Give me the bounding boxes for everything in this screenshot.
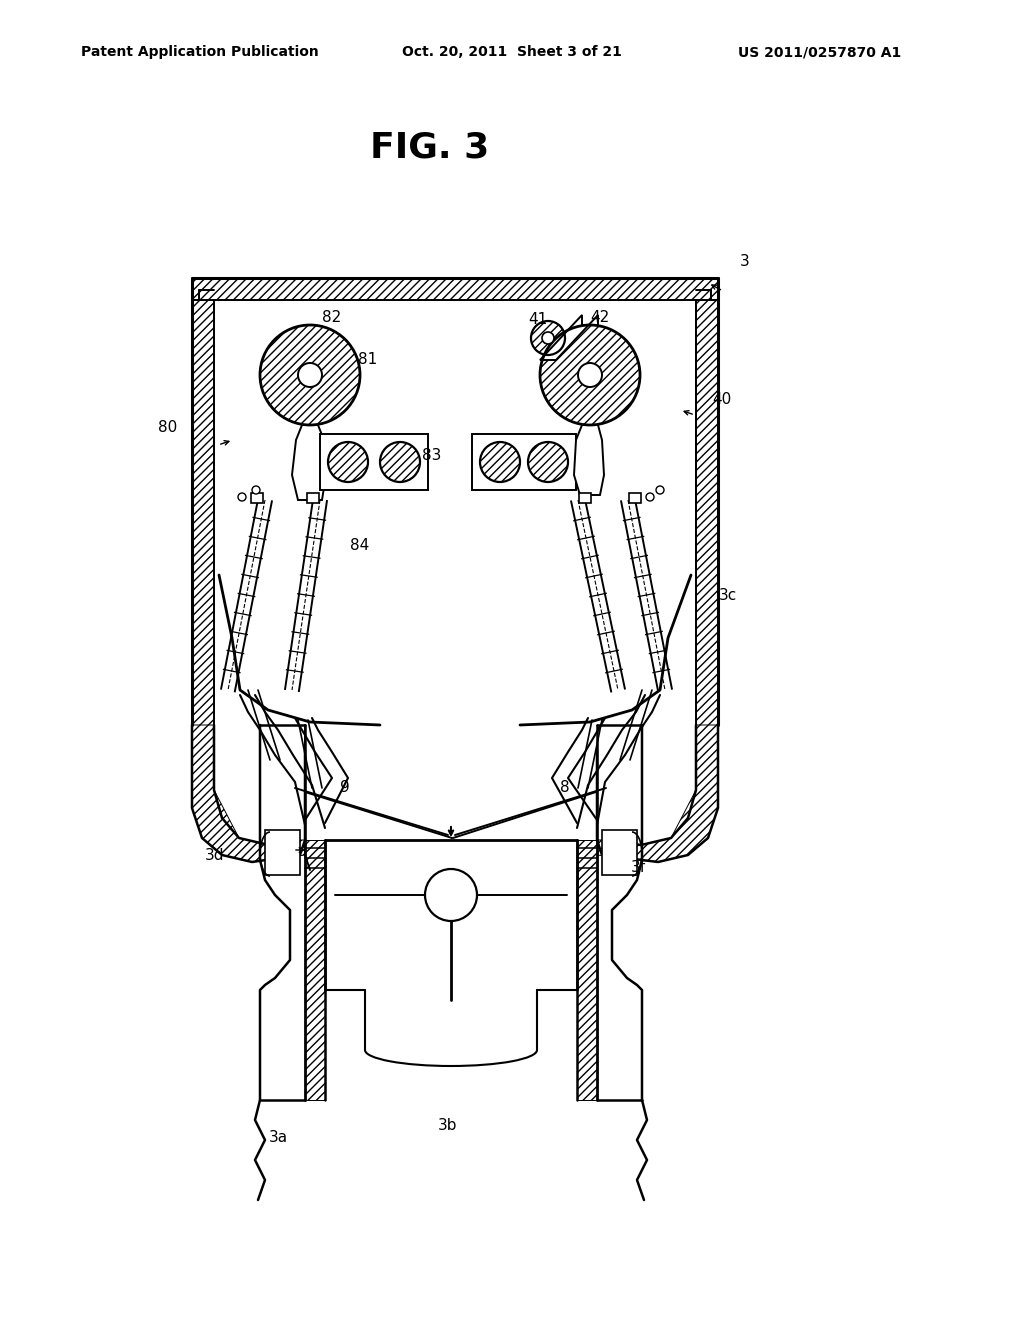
- Text: 8: 8: [560, 780, 569, 796]
- Polygon shape: [602, 830, 637, 875]
- Polygon shape: [597, 725, 718, 862]
- Polygon shape: [265, 830, 300, 875]
- Text: 82: 82: [323, 310, 342, 326]
- Polygon shape: [472, 434, 575, 490]
- Text: 40: 40: [713, 392, 731, 408]
- Text: 84: 84: [350, 537, 370, 553]
- Polygon shape: [540, 315, 598, 360]
- Circle shape: [531, 321, 565, 355]
- Text: Patent Application Publication: Patent Application Publication: [81, 45, 318, 59]
- Circle shape: [260, 325, 360, 425]
- Circle shape: [298, 363, 322, 387]
- Polygon shape: [251, 492, 263, 503]
- Text: US 2011/0257870 A1: US 2011/0257870 A1: [738, 45, 901, 59]
- Text: 83: 83: [422, 447, 441, 462]
- Text: FIG. 3: FIG. 3: [371, 131, 489, 165]
- Circle shape: [542, 333, 554, 345]
- Text: 42: 42: [591, 310, 609, 326]
- Polygon shape: [629, 492, 641, 503]
- Text: 41: 41: [528, 313, 548, 327]
- Polygon shape: [305, 840, 325, 1100]
- Polygon shape: [579, 492, 591, 503]
- Text: 81: 81: [358, 352, 378, 367]
- Circle shape: [252, 486, 260, 494]
- Circle shape: [646, 492, 654, 502]
- Polygon shape: [307, 492, 319, 503]
- Circle shape: [540, 325, 640, 425]
- Circle shape: [238, 492, 246, 502]
- Text: 3a: 3a: [268, 1130, 288, 1146]
- Text: 3b: 3b: [438, 1118, 458, 1133]
- Text: Oct. 20, 2011  Sheet 3 of 21: Oct. 20, 2011 Sheet 3 of 21: [402, 45, 622, 59]
- Text: 80: 80: [159, 421, 177, 436]
- Circle shape: [380, 442, 420, 482]
- Text: 3f: 3f: [631, 861, 645, 875]
- Polygon shape: [193, 279, 718, 300]
- Polygon shape: [319, 434, 428, 490]
- Text: 3c: 3c: [719, 587, 737, 602]
- Polygon shape: [292, 425, 326, 500]
- Polygon shape: [696, 300, 718, 725]
- Polygon shape: [193, 300, 214, 725]
- Polygon shape: [193, 725, 305, 862]
- Text: 9: 9: [340, 780, 350, 796]
- Polygon shape: [574, 425, 604, 495]
- Circle shape: [528, 442, 568, 482]
- Circle shape: [425, 869, 477, 921]
- Polygon shape: [577, 840, 597, 1100]
- Circle shape: [578, 363, 602, 387]
- Circle shape: [480, 442, 520, 482]
- Circle shape: [328, 442, 368, 482]
- Text: 3d: 3d: [205, 847, 224, 862]
- Circle shape: [656, 486, 664, 494]
- Text: 3: 3: [740, 255, 750, 269]
